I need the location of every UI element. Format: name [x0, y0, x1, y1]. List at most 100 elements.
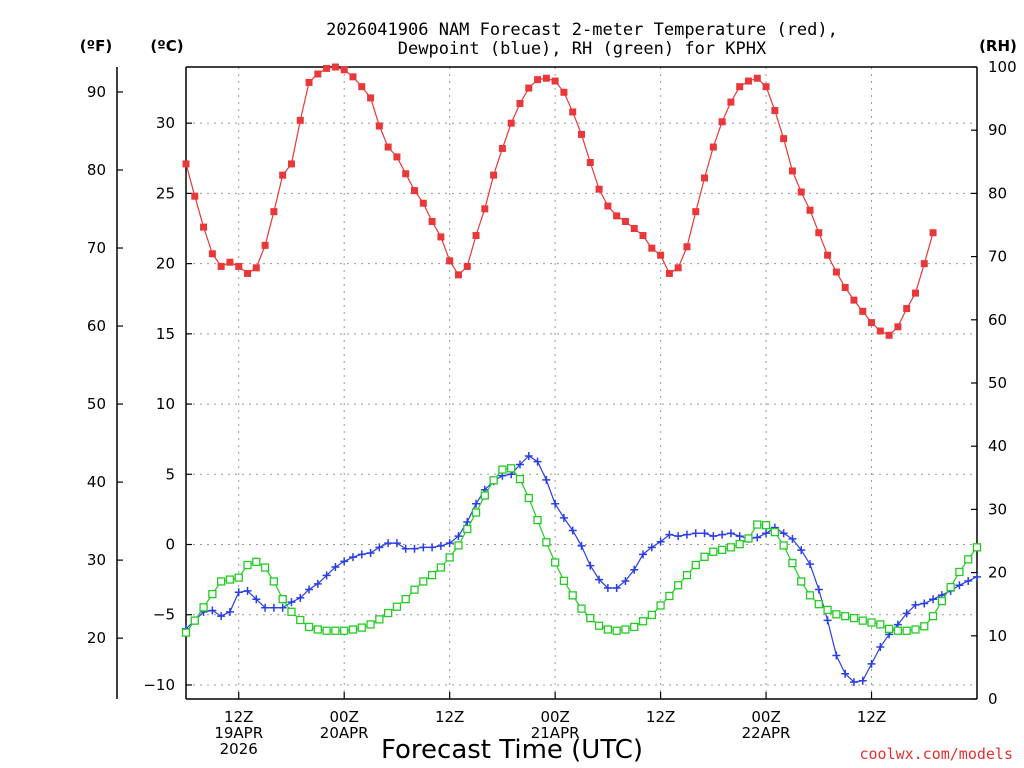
- rh-point-54: [656, 601, 665, 610]
- dewpoint-point-89: [964, 577, 973, 586]
- temperature-point-31: [454, 271, 462, 279]
- rh-point-65: [753, 520, 762, 529]
- dewpoint-point-46: [586, 561, 595, 570]
- rh-point-22: [375, 615, 384, 624]
- rh-point-52: [638, 617, 648, 626]
- celsius-tick-label-6: 0: [165, 536, 175, 554]
- temperature-point-83: [911, 289, 919, 297]
- rh-point-19: [348, 625, 358, 634]
- x-tick-label-0-1: 19APR: [214, 724, 263, 742]
- rh-point-15: [313, 625, 322, 634]
- rh-point-48: [603, 625, 613, 634]
- celsius-tick-label-0: 30: [156, 114, 175, 132]
- dewpoint-point-72: [814, 585, 823, 594]
- temperature-point-52: [639, 232, 647, 240]
- dewpoint-point-31: [454, 532, 463, 541]
- rh-point-61: [717, 545, 727, 554]
- rh-point-31: [454, 541, 463, 550]
- rh-point-83: [911, 625, 920, 634]
- temperature-point-8: [252, 264, 260, 272]
- dewpoint-point-63: [735, 532, 744, 541]
- rh-tick-label-3: 70: [988, 248, 1007, 266]
- dewpoint-point-41: [542, 475, 551, 484]
- temperature-point-35: [490, 171, 498, 179]
- temperature-point-77: [859, 307, 867, 315]
- temperature-point-78: [868, 319, 876, 327]
- rh-point-33: [471, 508, 481, 517]
- dewpoint-point-33: [472, 499, 481, 508]
- dewpoint-point-59: [700, 529, 709, 538]
- fahrenheit-tick-label-6: 30: [87, 551, 106, 569]
- temperature-point-6: [235, 262, 243, 270]
- rh-point-67: [770, 528, 780, 537]
- dewpoint-point-42: [551, 499, 560, 508]
- dewpoint-point-18: [340, 557, 349, 566]
- dewpoint-point-76: [849, 678, 858, 687]
- temperature-point-3: [208, 250, 216, 258]
- rh-point-34: [480, 491, 489, 500]
- rh-point-79: [876, 620, 885, 629]
- dewpoint-point-73: [823, 616, 832, 625]
- rh-point-88: [955, 567, 964, 577]
- temperature-point-84: [920, 260, 928, 268]
- temperature-point-74: [832, 268, 840, 276]
- rh-point-32: [463, 524, 472, 534]
- fahrenheit-tick-label-4: 50: [87, 395, 106, 413]
- temperature-point-40: [534, 76, 542, 84]
- rh-point-10: [269, 577, 279, 586]
- temperature-point-29: [437, 233, 445, 241]
- rh-point-72: [814, 600, 823, 609]
- dewpoint-point-21: [366, 548, 375, 557]
- temperature-point-73: [824, 251, 832, 259]
- rh-point-84: [920, 622, 929, 631]
- celsius-tick-label-7: −5: [153, 606, 175, 624]
- dewpoint-series: [182, 452, 981, 687]
- temperature-point-66: [762, 83, 770, 91]
- rh-point-86: [937, 596, 946, 606]
- rh-point-63: [735, 540, 744, 549]
- rh-point-75: [841, 612, 850, 621]
- dewpoint-point-54: [656, 537, 665, 546]
- temperature-point-82: [903, 305, 911, 313]
- credit-label: coolwx.com/models: [859, 745, 1013, 763]
- dewpoint-point-14: [305, 585, 314, 594]
- dewpoint-point-61: [718, 530, 727, 539]
- rh-point-85: [928, 612, 938, 621]
- temperature-point-49: [613, 212, 621, 220]
- rh-point-77: [858, 616, 867, 625]
- rh-point-18: [340, 626, 349, 635]
- dewpoint-point-58: [691, 529, 700, 538]
- dewpoint-point-57: [682, 530, 691, 539]
- rh-point-82: [902, 626, 911, 635]
- x-tick-label-5-0: 00Z: [751, 708, 780, 726]
- rh-point-50: [621, 625, 630, 634]
- temperature-point-60: [709, 143, 717, 151]
- rh-point-41: [542, 538, 551, 547]
- temperature-point-45: [578, 130, 585, 138]
- rh-point-4: [217, 577, 226, 586]
- temperature-point-69: [788, 167, 796, 175]
- dewpoint-line: [185, 455, 978, 683]
- rh-point-30: [445, 553, 454, 562]
- dewpoint-point-7: [243, 586, 252, 595]
- x-tick-label-1-0: 00Z: [330, 708, 359, 726]
- temperature-point-42: [551, 77, 559, 85]
- fahrenheit-tick-label-3: 60: [87, 317, 106, 335]
- temperature-point-5: [226, 258, 234, 266]
- rh-point-53: [647, 610, 656, 620]
- dewpoint-point-15: [313, 579, 322, 588]
- temperature-point-67: [771, 107, 779, 115]
- dewpoint-point-9: [261, 603, 270, 612]
- rh-point-42: [550, 558, 560, 567]
- fahrenheit-unit-label: (ºF): [80, 37, 112, 55]
- rh-point-14: [304, 622, 314, 632]
- rh-point-11: [278, 594, 287, 604]
- dewpoint-point-12: [287, 598, 296, 607]
- rh-point-27: [419, 577, 428, 586]
- x-tick-label-2-0: 12Z: [435, 708, 464, 726]
- rh-point-36: [498, 465, 507, 474]
- dewpoint-point-49: [612, 584, 621, 593]
- temperature-point-33: [472, 232, 480, 240]
- rh-point-28: [427, 570, 437, 580]
- temperature-point-59: [701, 174, 709, 182]
